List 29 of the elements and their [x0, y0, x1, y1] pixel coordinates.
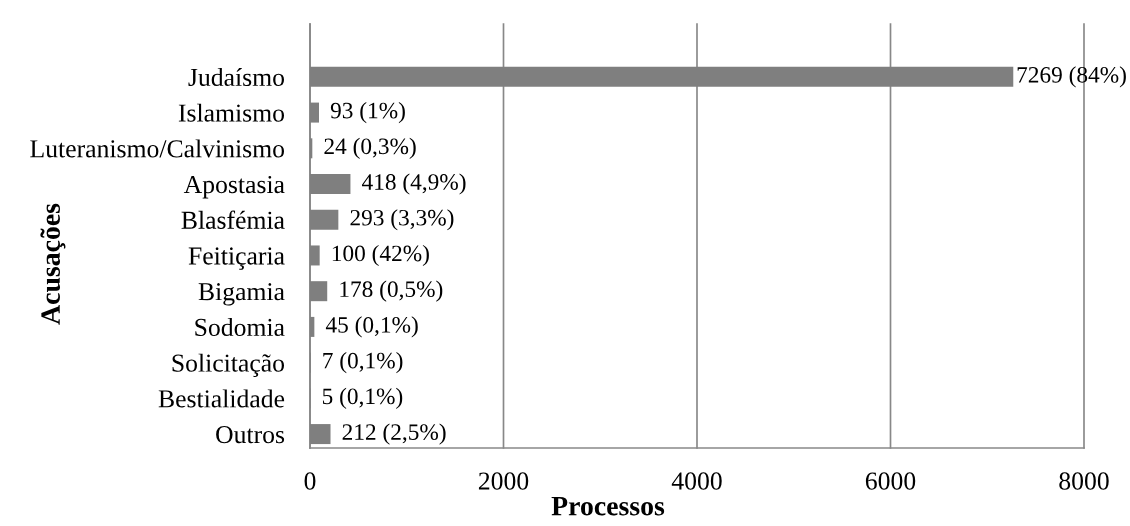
y-tick-label: Bestialidade [158, 389, 285, 408]
x-tick-label: 8000 [1059, 472, 1109, 490]
y-tick-label: Solicitação [172, 353, 285, 378]
data-label: 93 (1%) [330, 102, 405, 124]
x-tick-label: 2000 [478, 472, 529, 490]
y-tick-label: Outros [216, 425, 285, 444]
data-label: 7269 (84%) [1017, 66, 1126, 88]
data-label: 45 (0,1%) [325, 316, 418, 338]
x-tick-label: 0 [304, 472, 316, 490]
y-tick-label: Sodomia [195, 317, 285, 337]
data-label: 418 (4,9%) [362, 173, 466, 195]
data-label: 293 (3,3%) [350, 209, 454, 231]
y-axis-title: Acusações [40, 203, 66, 325]
y-tick-label: Luteranismo/Calvinismo [30, 139, 285, 158]
y-tick-label: Feitiçaria [188, 247, 285, 270]
data-label: 178 (0,5%) [340, 280, 443, 302]
x-tick-label: 4000 [671, 472, 722, 490]
data-label: 7 (0,1%) [323, 352, 403, 374]
y-tick-label: Islamismo [178, 103, 285, 122]
y-tick-label: Judaísmo [188, 67, 285, 87]
data-label: 212 (2,5%) [342, 423, 446, 445]
y-tick-label: Apostasia [183, 175, 285, 199]
data-label: 5 (0,1%) [322, 387, 403, 409]
x-axis-title: Processos [551, 497, 665, 516]
x-tick-label: 6000 [865, 472, 916, 490]
data-label: 100 (42%) [332, 244, 429, 267]
data-label: 24 (0,3%) [324, 137, 416, 159]
y-tick-label: Blasfémia [181, 210, 285, 229]
y-tick-label: Bigamia [198, 283, 285, 306]
